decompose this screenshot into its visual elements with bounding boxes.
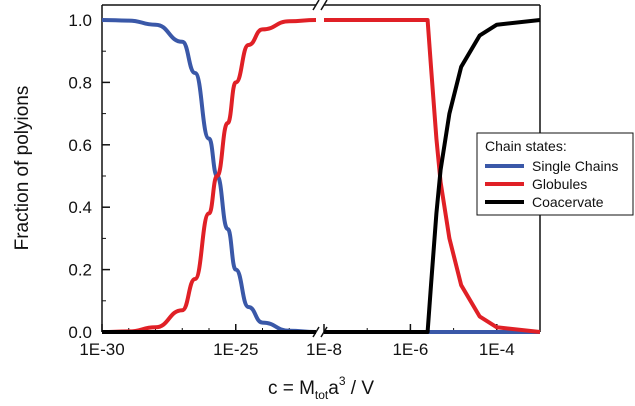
x-right-2-label: 1E-4 [479, 340, 515, 359]
legend-title: Chain states: [485, 138, 567, 154]
y-tick-label-0: 0.0 [68, 323, 92, 342]
y-tick-label-5: 1.0 [68, 11, 92, 30]
series-globules-left [101, 18, 317, 334]
x-left-0-label: 1E-30 [79, 340, 124, 359]
x-axis-title-subscript: tot [315, 388, 329, 402]
legend-label-single-chains: Single Chains [532, 158, 618, 174]
series-globules-right [324, 18, 541, 334]
x-axis-title: c = Mtota3 / V [268, 374, 374, 402]
axis-break-top [312, 0, 328, 11]
y-tick-label-1: 0.2 [68, 261, 92, 280]
x-right-1-label: 1E-6 [392, 340, 428, 359]
legend-entries: Single Chains Globules Coacervate [485, 158, 618, 210]
x-left-1-label: 1E-25 [213, 340, 258, 359]
y-ticks: 0.0 0.2 0.4 0.6 0.8 1.0 [68, 11, 110, 342]
series-coacervate-right [324, 18, 541, 334]
legend-label-coacervate: Coacervate [532, 194, 604, 210]
x-axis-title-superscript: 3 [339, 374, 346, 388]
y-tick-label-3: 0.6 [68, 136, 92, 155]
y-axis-title: Fraction of polyions [12, 86, 33, 251]
x-right-0-label: 1E-8 [306, 340, 342, 359]
legend-label-globules: Globules [532, 176, 587, 192]
series-layer [101, 18, 541, 335]
legend: Chain states: Single Chains Globules Coace… [476, 132, 634, 216]
x-axis-title-mid: a [328, 378, 339, 399]
x-axis-title-tail: / V [346, 378, 375, 399]
y-tick-label-2: 0.4 [68, 198, 92, 217]
series-single-chains-left [101, 18, 317, 334]
plot-frame [101, 0, 541, 338]
x-axis-title-main: c = M [268, 378, 315, 399]
y-tick-label-4: 0.8 [68, 73, 92, 92]
